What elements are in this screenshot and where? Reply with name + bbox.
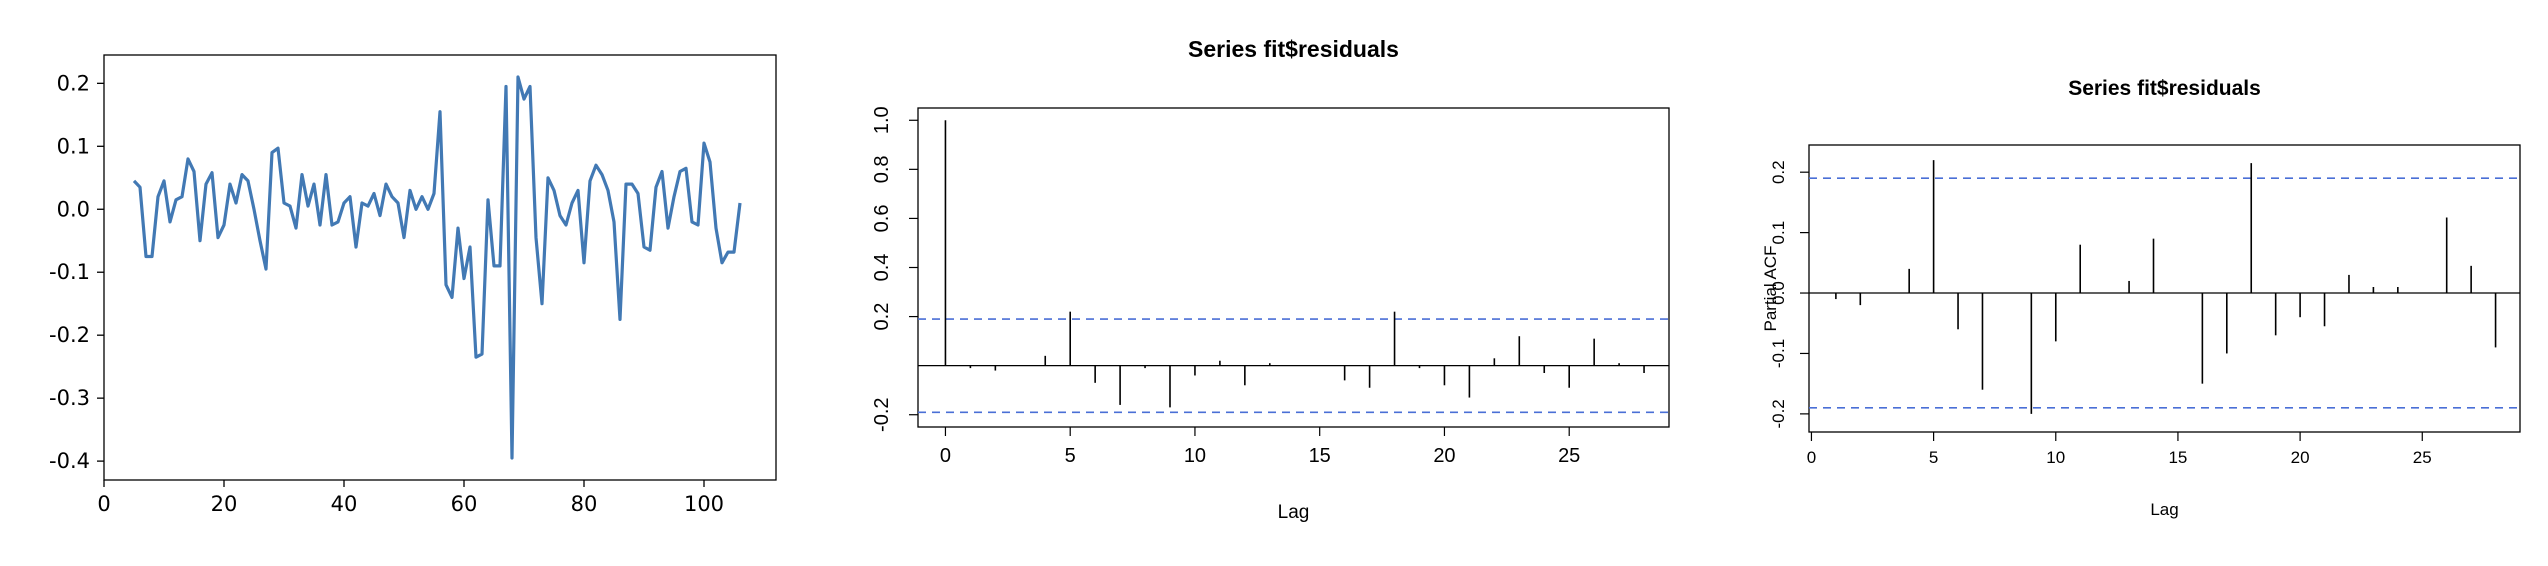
y-tick-label: -0.2 [871,397,893,431]
y-tick-label: 0.8 [871,155,893,183]
x-tick-label: 0 [97,492,110,516]
x-tick-label: 25 [1558,445,1580,467]
line-chart: 0 20 40 60 80 100 0.2 0.1 0.0 -0.1 -0.2 -0.3 -0.4 [49,54,777,516]
plot-frame [103,54,777,481]
x-tick-label: 20 [1433,445,1455,467]
x-tick-label: 25 [2413,448,2432,467]
y-tick-label: 1.0 [871,106,893,134]
x-tick-label: 15 [1309,445,1331,467]
y-tick-label: 0.4 [871,254,893,282]
y-tick-label: -0.2 [49,323,90,347]
y-tick-label: 0.1 [57,134,90,158]
x-tick-label: 40 [331,492,358,516]
y-tick-label: 0.2 [57,71,90,95]
x-tick-label: 10 [2046,448,2065,467]
y-tick-label: -0.1 [49,260,90,284]
y-axis-label: Partial ACF [1761,246,1780,332]
y-tick-label: -0.3 [49,386,90,410]
x-axis-label: Lag [1278,502,1310,523]
plot-frame [1808,144,2521,433]
x-tick-label: 80 [571,492,598,516]
x-tick-label: 20 [211,492,238,516]
y-tick-label: 0.2 [1769,160,1788,184]
x-axis-label: Lag [2150,500,2178,519]
series-line [132,75,742,460]
x-tick-label: 60 [451,492,478,516]
pacf-chart: Series fit$residuals Lag Partial ACF 0 5 10 15… [1761,77,2521,519]
y-tick-label: 0.6 [871,205,893,233]
x-tick-label: 20 [2291,448,2310,467]
y-tick-label: -0.1 [1769,339,1788,368]
y-tick-label: -0.4 [49,449,90,473]
x-tick-label: 10 [1184,445,1206,467]
plot-frame [917,107,1670,428]
y-tick-label: -0.2 [1769,399,1788,428]
x-tick-label: 100 [684,492,724,516]
x-tick-label: 15 [2168,448,2187,467]
x-tick-label: 0 [1807,448,1816,467]
x-tick-label: 5 [1065,445,1076,467]
y-tick-label: 0.2 [871,303,893,331]
chart-title: Series fit$residuals [1188,36,1399,62]
x-tick-label: 5 [1929,448,1938,467]
acf-chart: Series fit$residuals Lag 0 5 10 15 20 25 -0.2 0.2… [871,36,1670,523]
chart-title: Series fit$residuals [2068,77,2261,100]
y-tick-label: 0.0 [1769,281,1788,305]
x-tick-label: 0 [940,445,951,467]
y-tick-label: 0.0 [57,197,90,221]
y-tick-label: 0.1 [1769,221,1788,245]
